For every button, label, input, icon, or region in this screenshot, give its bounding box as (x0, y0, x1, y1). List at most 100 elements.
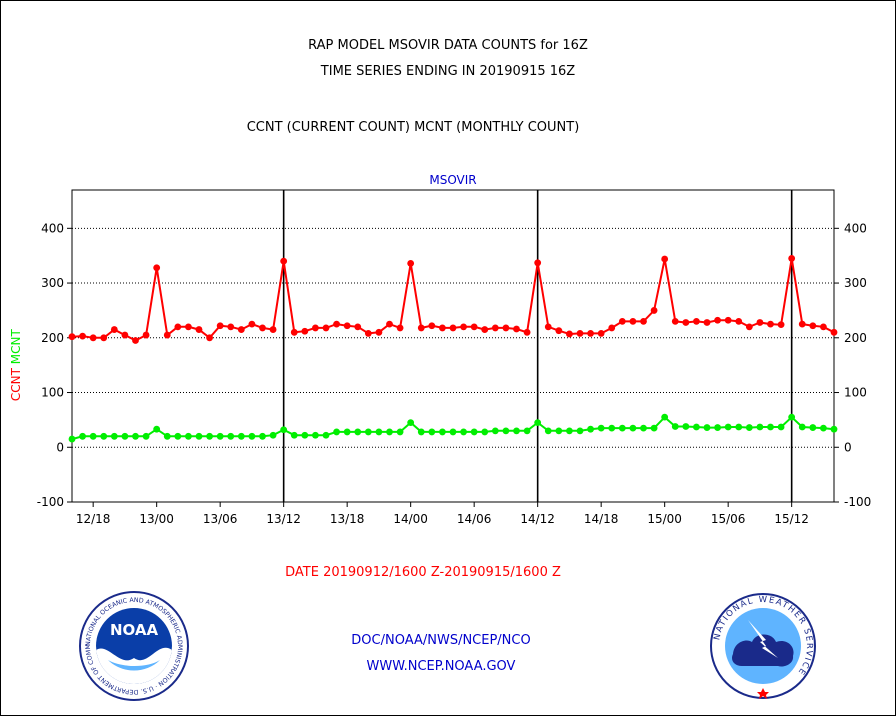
plot-area-border (71, 189, 835, 503)
data-point-mcnt (206, 432, 213, 440)
data-point-ccnt (693, 317, 700, 325)
y-tick-label-left: 0 (56, 440, 64, 454)
y-axis-label-ccnt: CCNT (9, 367, 23, 401)
data-point-ccnt (714, 316, 721, 324)
data-point-ccnt (121, 331, 129, 339)
data-point-mcnt (640, 424, 647, 432)
x-tick-label: 13/18 (330, 512, 365, 526)
x-tick-label: 13/06 (203, 512, 238, 526)
data-point-ccnt (788, 255, 796, 262)
data-point-ccnt (132, 337, 139, 344)
data-point-mcnt (248, 432, 256, 440)
data-point-mcnt (110, 432, 118, 440)
data-point-ccnt (290, 328, 298, 336)
data-point-ccnt (280, 257, 288, 265)
data-point-mcnt (322, 431, 330, 439)
data-point-ccnt (354, 323, 362, 331)
data-point-ccnt (460, 323, 467, 331)
y-tick-label-left: -100 (37, 495, 64, 509)
data-point-ccnt (735, 317, 743, 325)
data-point-mcnt (629, 424, 637, 432)
data-point-ccnt (555, 327, 563, 335)
data-point-mcnt (343, 428, 351, 436)
data-point-ccnt (174, 323, 182, 331)
data-point-mcnt (312, 431, 319, 439)
data-point-mcnt (259, 432, 266, 440)
data-point-mcnt (216, 432, 224, 440)
data-point-mcnt (491, 427, 499, 435)
data-point-ccnt (777, 321, 785, 329)
url-link[interactable]: WWW.NCEP.NOAA.GOV (366, 659, 516, 674)
y-tick-label-right: 400 (844, 221, 867, 235)
data-point-mcnt (269, 431, 277, 439)
x-tick-label: 15/06 (711, 512, 746, 526)
data-point-mcnt (79, 432, 86, 440)
data-point-ccnt (703, 319, 711, 326)
data-point-ccnt (523, 328, 531, 336)
data-point-mcnt (671, 423, 679, 430)
data-point-mcnt (513, 427, 520, 435)
data-point-ccnt (237, 326, 245, 333)
data-point-mcnt (163, 432, 171, 440)
data-point-ccnt (269, 326, 277, 333)
x-tick-label: 13/00 (139, 512, 174, 526)
data-point-ccnt (206, 334, 213, 342)
data-point-ccnt (248, 320, 256, 328)
data-point-mcnt (174, 432, 182, 440)
data-point-mcnt (121, 432, 129, 440)
data-point-ccnt (163, 331, 171, 339)
data-point-mcnt (756, 423, 764, 431)
y-tick-label-right: 300 (844, 276, 867, 290)
data-point-ccnt (745, 323, 753, 331)
data-point-mcnt (333, 428, 340, 436)
y-tick-label-left: 200 (41, 331, 64, 345)
data-point-ccnt (809, 322, 817, 330)
data-point-mcnt (364, 428, 372, 436)
data-point-mcnt (777, 423, 785, 431)
data-point-ccnt (396, 324, 404, 332)
data-point-ccnt (608, 324, 616, 332)
title-line-1: RAP MODEL MSOVIR DATA COUNTS for 16Z (308, 38, 588, 53)
data-point-ccnt (375, 328, 383, 336)
data-point-mcnt (481, 428, 489, 436)
data-point-ccnt (481, 326, 489, 333)
x-tick-label: 14/12 (520, 512, 555, 526)
data-point-ccnt (428, 322, 436, 330)
data-point-ccnt (68, 333, 76, 341)
data-point-ccnt (322, 324, 330, 332)
data-point-ccnt (142, 331, 150, 339)
title-line-2: TIME SERIES ENDING IN 20190915 16Z (320, 64, 576, 79)
data-point-mcnt (142, 432, 150, 440)
data-point-mcnt (386, 428, 393, 436)
data-point-mcnt (788, 413, 796, 421)
data-point-ccnt (153, 264, 161, 272)
data-point-mcnt (417, 428, 425, 436)
data-point-ccnt (650, 307, 658, 314)
data-point-ccnt (110, 326, 118, 333)
data-point-mcnt (460, 428, 467, 436)
data-point-ccnt (661, 255, 669, 263)
plot-title: MSOVIR (429, 173, 476, 187)
data-point-ccnt (343, 322, 351, 330)
data-point-ccnt (640, 317, 647, 325)
data-point-ccnt (767, 320, 774, 328)
data-point-mcnt (470, 428, 478, 436)
y-axis-label-mcnt: MCNT (9, 329, 23, 369)
data-point-mcnt (714, 424, 721, 431)
data-point-mcnt (576, 427, 584, 435)
data-point-mcnt (608, 424, 616, 432)
x-tick-label: 12/18 (76, 512, 111, 526)
data-point-mcnt (132, 432, 139, 440)
svg-text:NOAA: NOAA (110, 621, 159, 639)
data-point-mcnt (301, 431, 309, 439)
data-point-mcnt (439, 428, 446, 436)
data-point-mcnt (544, 427, 552, 435)
x-tick-label: 14/18 (584, 512, 619, 526)
chart-subtitle: CCNT (CURRENT COUNT) MCNT (MONTHLY COUNT… (246, 120, 580, 135)
org-link[interactable]: DOC/NOAA/NWS/NCEP/NCO (351, 633, 531, 648)
data-point-ccnt (333, 320, 340, 328)
data-point-ccnt (544, 323, 552, 331)
data-point-ccnt (185, 323, 192, 331)
data-point-ccnt (216, 322, 224, 330)
data-point-mcnt (618, 424, 626, 432)
